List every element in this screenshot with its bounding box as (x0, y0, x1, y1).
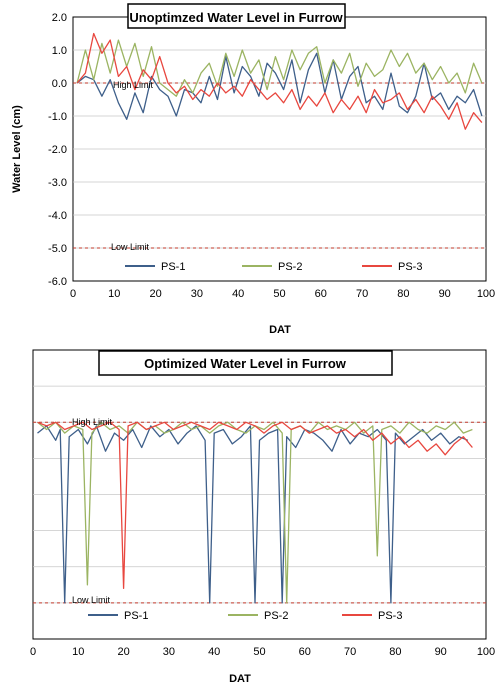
x-tick-label: 10 (108, 288, 120, 300)
x-tick-label: 90 (435, 646, 447, 658)
y-tick-label: -1.0 (48, 111, 67, 123)
high-limit-label: High Limit (72, 417, 113, 427)
x-tick-labels: 0 10 20 30 40 50 60 70 80 90 100 (30, 646, 495, 658)
y-tick-labels: 2.0 1.0 0.0 -1.0 -2.0 -3.0 -4.0 -5.0 -6.0 (48, 12, 67, 288)
x-tick-label: 0 (30, 646, 36, 658)
legend-label: PS-3 (378, 610, 402, 622)
x-tick-label: 40 (208, 646, 220, 658)
x-tick-label: 80 (389, 646, 401, 658)
x-tick-label: 90 (439, 288, 451, 300)
y-tick-label: -2.0 (48, 144, 67, 156)
x-tick-label: 100 (477, 288, 495, 300)
series-line-3 (37, 421, 473, 590)
series-line-3 (76, 32, 483, 130)
low-limit-label: Low Limit (72, 595, 111, 605)
y-tick-label: 2.0 (52, 12, 67, 24)
optimized-water-level-chart: Optimized Water Level in Furrow High Lim… (30, 349, 495, 685)
x-tick-label: 20 (149, 288, 161, 300)
low-limit-label: Low Limit (111, 242, 150, 252)
title-box (98, 350, 393, 376)
series-line-1 (76, 52, 483, 120)
x-tick-label: 70 (356, 288, 368, 300)
legend-label: PS-1 (124, 610, 148, 622)
x-tick-label: 60 (315, 288, 327, 300)
high-limit-label: High Limit (113, 80, 154, 90)
x-axis-label: DAT (269, 324, 291, 336)
limit-lines (73, 82, 486, 249)
x-tick-label: 50 (253, 646, 265, 658)
chart-title: Optimized Water Level in Furrow (144, 356, 347, 371)
y-axis-label: Water Level (cm) (11, 105, 23, 193)
x-tick-label: 60 (299, 646, 311, 658)
y-tick-label: -3.0 (48, 177, 67, 189)
x-tick-label: 30 (163, 646, 175, 658)
series-line-1 (37, 425, 469, 604)
x-tick-label: 10 (72, 646, 84, 658)
legend-label: PS-2 (278, 261, 302, 273)
x-tick-label: 40 (232, 288, 244, 300)
x-tick-labels: 0 10 20 30 40 50 60 70 80 90 100 (70, 288, 495, 300)
x-tick-label: 30 (191, 288, 203, 300)
series-group (76, 32, 483, 130)
unoptimized-water-level-chart: Unoptimzed Water Level in Furrow High Li… (11, 3, 495, 336)
legend: PS-1 PS-2 PS-3 (125, 261, 422, 273)
series-line-2 (37, 421, 473, 604)
y-tick-label: 1.0 (52, 45, 67, 57)
x-tick-label: 20 (117, 646, 129, 658)
legend-label: PS-2 (264, 610, 288, 622)
y-tick-label: 0.0 (52, 78, 67, 90)
x-tick-label: 0 (70, 288, 76, 300)
legend-label: PS-1 (161, 261, 185, 273)
title-box (127, 3, 346, 29)
y-tick-label: -4.0 (48, 210, 67, 222)
y-tick-label: -6.0 (48, 276, 67, 288)
x-axis-label: DAT (229, 673, 251, 685)
x-tick-label: 50 (273, 288, 285, 300)
legend-label: PS-3 (398, 261, 422, 273)
x-tick-label: 80 (397, 288, 409, 300)
chart-title: Unoptimzed Water Level in Furrow (129, 10, 343, 25)
x-tick-label: 70 (344, 646, 356, 658)
y-tick-label: -5.0 (48, 243, 67, 255)
x-tick-label: 100 (477, 646, 495, 658)
legend: PS-1 PS-2 PS-3 (88, 610, 402, 622)
series-group (37, 421, 473, 604)
